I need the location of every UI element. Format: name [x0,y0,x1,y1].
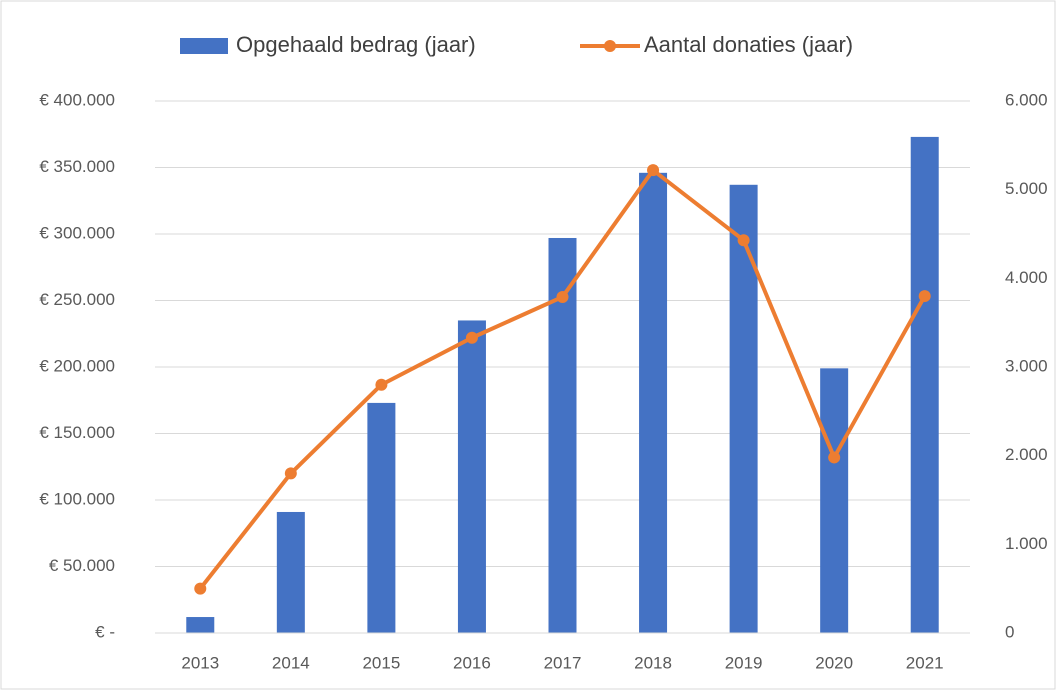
x-tick-label: 2015 [362,653,400,672]
y-tick-label: € 50.000 [49,556,115,575]
bar [548,237,577,634]
y-tick-label: € - [95,622,115,641]
point [194,582,207,595]
y2-tick-label: 6.000 [1005,90,1048,109]
y2-tick-label: 1.000 [1005,534,1048,553]
point [556,290,569,303]
x-tick-label: 2019 [725,653,763,672]
y2-tick-label: 4.000 [1005,268,1048,287]
y2-tick-label: 5.000 [1005,179,1048,198]
x-tick-label: 2017 [544,653,582,672]
legend-swatch [604,40,616,52]
bar [639,172,668,633]
bar [457,320,486,633]
point [375,378,388,391]
legend-label: Opgehaald bedrag (jaar) [236,32,476,57]
y-tick-label: € 100.000 [39,489,115,508]
bar [367,402,396,633]
y-tick-label: € 300.000 [39,223,115,242]
bar [276,511,305,633]
y-tick-label: € 250.000 [39,290,115,309]
bar [186,617,215,633]
point [284,467,297,480]
point [918,290,931,303]
point [737,234,750,247]
y2-tick-label: 3.000 [1005,356,1048,375]
y2-tick-label: 0 [1005,622,1014,641]
y-tick-label: € 350.000 [39,157,115,176]
y2-tick-label: 2.000 [1005,445,1048,464]
legend-label: Aantal donaties (jaar) [644,32,853,57]
bar [820,368,849,633]
y-tick-label: € 150.000 [39,423,115,442]
x-tick-label: 2013 [181,653,219,672]
y-tick-label: € 400.000 [39,90,115,109]
x-tick-label: 2014 [272,653,310,672]
x-tick-label: 2021 [906,653,944,672]
y-tick-label: € 200.000 [39,356,115,375]
x-tick-label: 2018 [634,653,672,672]
legend-swatch [180,38,228,54]
x-tick-label: 2016 [453,653,491,672]
bar [729,184,758,634]
point [647,164,660,177]
point [465,331,478,344]
point [828,451,841,464]
x-tick-label: 2020 [815,653,853,672]
bar [910,136,939,633]
